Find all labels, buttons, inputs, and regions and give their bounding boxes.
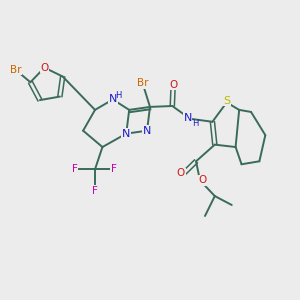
Text: O: O: [177, 169, 185, 178]
Text: S: S: [223, 96, 230, 106]
Text: O: O: [40, 63, 49, 73]
Text: N: N: [143, 126, 151, 136]
Text: O: O: [198, 175, 206, 185]
Text: Br: Br: [10, 65, 21, 75]
Text: O: O: [169, 80, 177, 90]
Text: N: N: [109, 94, 117, 104]
Text: F: F: [92, 186, 98, 196]
Text: H: H: [192, 119, 198, 128]
Text: N: N: [184, 112, 192, 123]
Text: F: F: [72, 164, 78, 174]
Text: H: H: [116, 92, 122, 100]
Text: Br: Br: [137, 78, 148, 88]
Text: F: F: [111, 164, 117, 174]
Text: N: N: [122, 129, 130, 139]
